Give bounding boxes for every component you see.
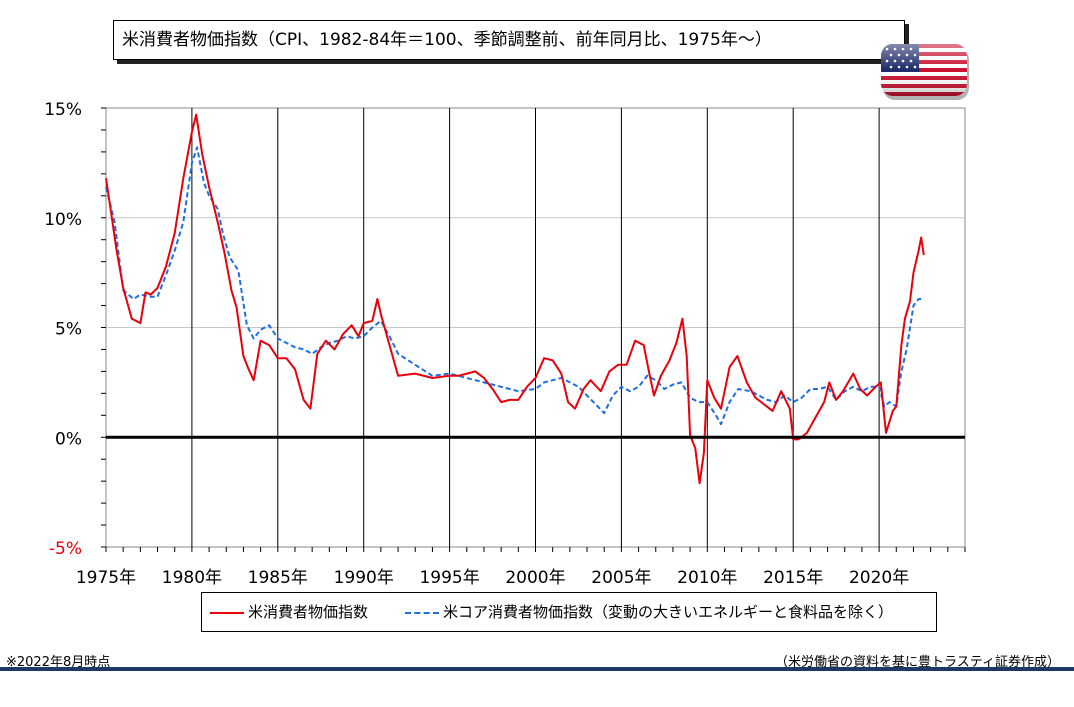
- x-tick-label: 2020年: [849, 568, 909, 588]
- legend: 米消費者物価指数 米コア消費者物価指数（変動の大きいエネルギーと食料品を除く）: [201, 592, 937, 632]
- x-tick-label: 1980年: [162, 568, 222, 588]
- y-tick-label: -5%: [49, 539, 82, 559]
- bottom-rule: [0, 667, 1074, 671]
- y-tick-label: 10%: [44, 210, 82, 230]
- series-line-core-cpi: [105, 146, 924, 426]
- legend-swatch-core: [405, 611, 439, 614]
- date-note: ※2022年8月時点: [6, 655, 111, 670]
- source-note: （米労働省の資料を基に豊トラスティ証券作成）: [775, 655, 1060, 670]
- vertical-gridlines: [191, 108, 880, 547]
- x-tick-label: 1985年: [248, 568, 308, 588]
- x-axis-ticks: 1975年 1980年 1985年 1990年 1995年 2000年 2005年 2010年…: [76, 547, 966, 588]
- x-tick-label: 1975年: [76, 568, 136, 588]
- x-tick-label: 2010年: [677, 568, 737, 588]
- legend-item-core: 米コア消費者物価指数（変動の大きいエネルギーと食料品を除く）: [405, 593, 893, 631]
- y-tick-label: 5%: [55, 320, 82, 340]
- legend-item-headline: 米消費者物価指数: [210, 593, 368, 631]
- cpi-line-chart: 15% 10% 5% 0% -5% 1975年 1980年 1985年 1990年 1995年 2…: [44, 100, 966, 588]
- us-flag-icon: [881, 44, 969, 100]
- legend-swatch-headline: [210, 611, 244, 614]
- x-tick-label: 2000年: [505, 568, 565, 588]
- series-line-headline-cpi: [105, 113, 925, 485]
- x-tick-label: 2005年: [591, 568, 651, 588]
- x-tick-label: 1990年: [334, 568, 394, 588]
- y-axis-ticks: 15% 10% 5% 0% -5%: [44, 100, 106, 559]
- y-tick-label: 0%: [55, 429, 82, 449]
- chart-title: 米消費者物価指数（CPI、1982-84年＝100、季節調整前、前年同月比、19…: [113, 20, 905, 60]
- legend-label-core: 米コア消費者物価指数（変動の大きいエネルギーと食料品を除く）: [443, 603, 894, 621]
- y-tick-label: 15%: [44, 100, 82, 120]
- series-layer: [105, 113, 925, 485]
- x-tick-label: 1995年: [419, 568, 479, 588]
- x-tick-label: 2015年: [763, 568, 823, 588]
- legend-label-headline: 米消費者物価指数: [248, 603, 369, 621]
